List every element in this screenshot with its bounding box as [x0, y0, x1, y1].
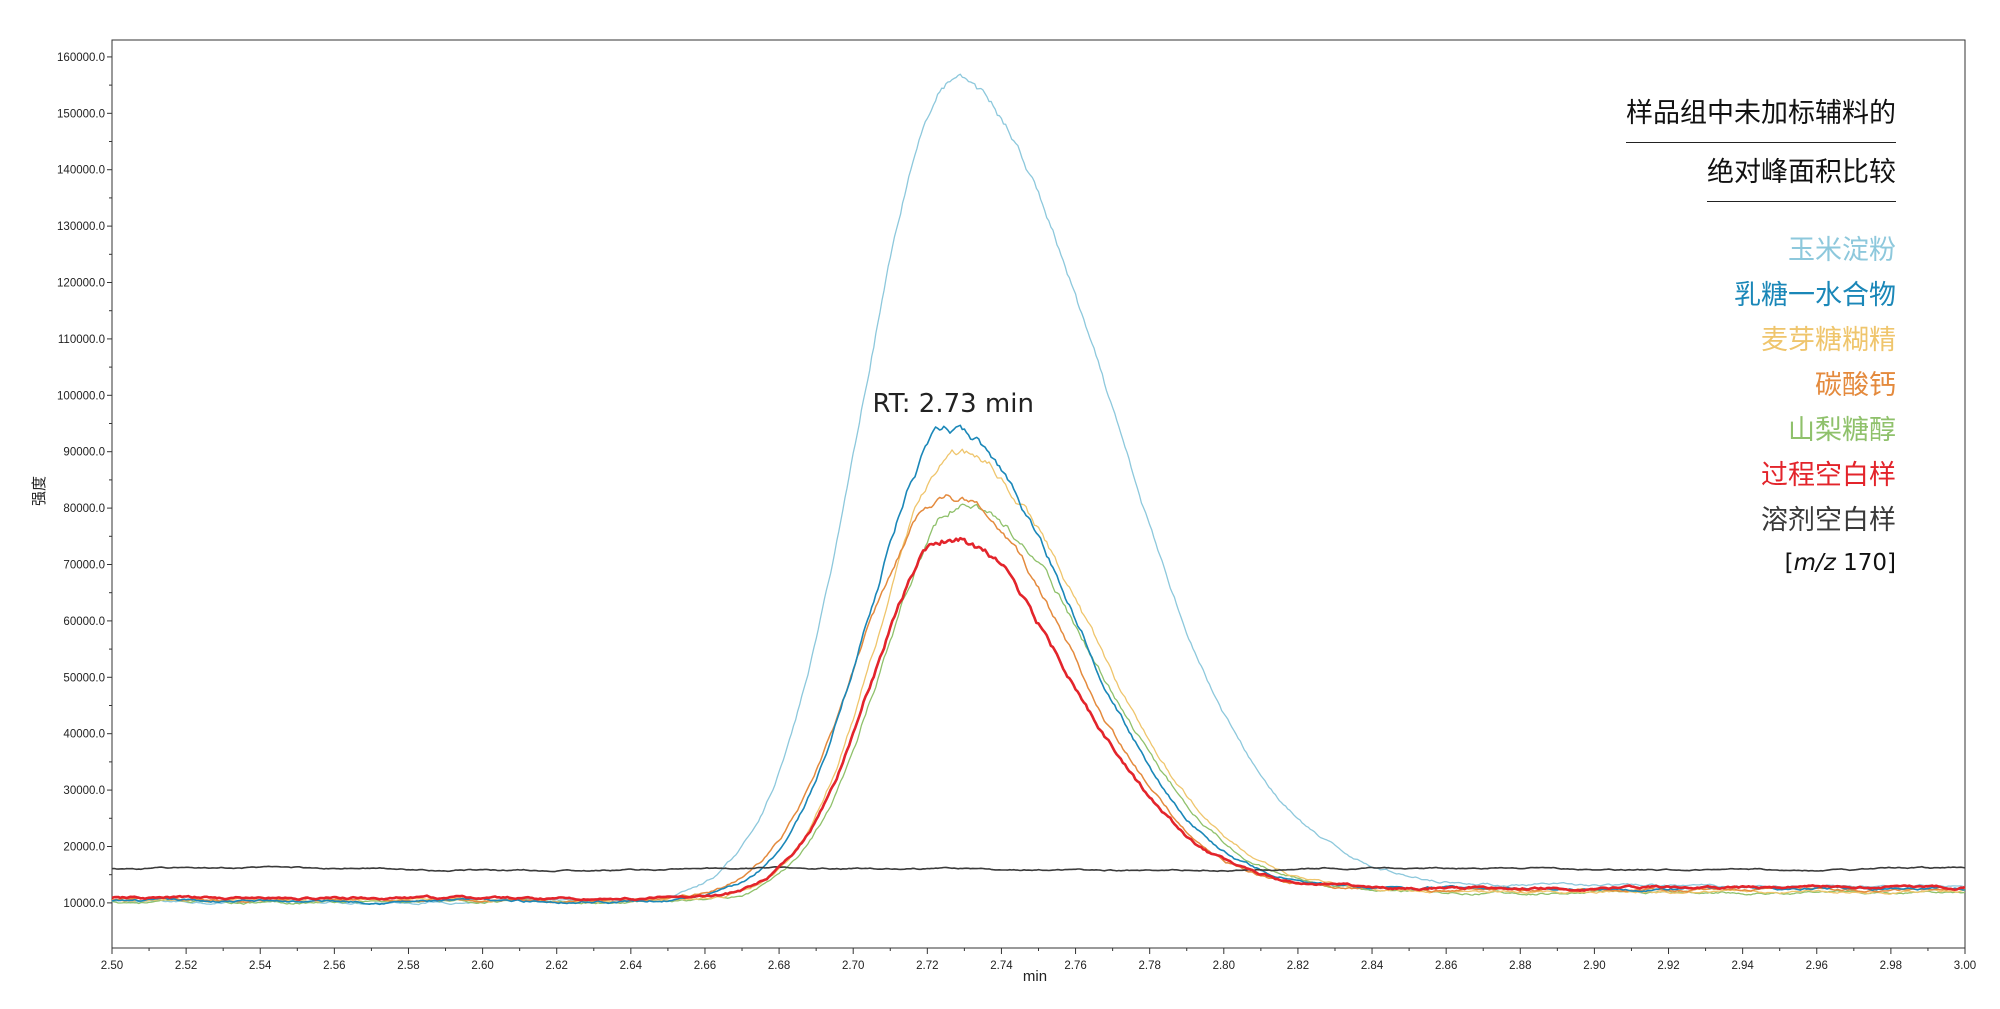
legend-entry: 过程空白样	[1761, 460, 1896, 491]
legend-title-line-2: 绝对峰面积比较	[1707, 155, 1896, 202]
x-tick-label: 2.84	[1361, 960, 1384, 972]
y-tick-label: 110000.0	[58, 334, 105, 346]
legend-entry: 碳酸钙	[1815, 370, 1896, 401]
x-tick-label: 2.98	[1880, 960, 1902, 972]
x-tick-label: 3.00	[1954, 960, 1976, 972]
x-tick-label: 2.90	[1583, 960, 1605, 972]
x-tick-label: 2.58	[397, 960, 419, 972]
y-tick-label: 50000.0	[63, 672, 105, 684]
x-tick-label: 2.78	[1138, 960, 1160, 972]
series-layer	[111, 73, 1966, 906]
x-tick-label: 2.50	[101, 960, 123, 972]
x-tick-label: 2.80	[1213, 960, 1235, 972]
legend-title-line-1: 样品组中未加标辅料的	[1626, 96, 1896, 143]
y-tick-label: 10000.0	[63, 898, 105, 910]
x-tick-label: 2.92	[1657, 960, 1679, 972]
x-tick-label: 2.88	[1509, 960, 1531, 972]
y-tick-label: 160000.0	[57, 52, 105, 64]
x-tick-label: 2.86	[1435, 960, 1457, 972]
legend-entries: 玉米淀粉 乳糖一水合物 麦芽糖糊精 碳酸钙 山梨糖醇 过程空白样 溶剂空白样	[1626, 228, 1896, 543]
y-tick-label: 100000.0	[57, 390, 105, 402]
x-tick-label: 2.82	[1287, 960, 1309, 972]
series-line	[111, 503, 1966, 905]
legend-entry: 乳糖一水合物	[1734, 280, 1896, 311]
x-tick-label: 2.72	[916, 960, 938, 972]
x-tick-label: 2.76	[1064, 960, 1086, 972]
x-tick-label: 2.52	[175, 960, 197, 972]
series-line	[111, 424, 1965, 906]
mass-to-charge-note: [m/z 170]	[1784, 550, 1896, 576]
y-tick-label: 90000.0	[63, 447, 105, 459]
y-axis: 10000.0 20000.0 30000.0 40000.0 50000.0 60000…	[57, 52, 112, 910]
y-tick-label: 120000.0	[57, 278, 105, 290]
legend-entry: 麦芽糖糊精	[1761, 325, 1896, 356]
x-tick-label: 2.56	[323, 960, 345, 972]
retention-time-annotation: RT: 2.73 min	[873, 389, 1034, 419]
legend-entry: 玉米淀粉	[1788, 235, 1896, 266]
x-tick-label: 2.64	[620, 960, 643, 972]
series-line	[111, 536, 1966, 902]
x-tick-label: 2.62	[546, 960, 568, 972]
y-tick-label: 130000.0	[57, 221, 105, 233]
y-tick-label: 40000.0	[63, 729, 105, 741]
x-tick-label: 2.74	[990, 960, 1013, 972]
legend: 样品组中未加标辅料的 绝对峰面积比较 玉米淀粉 乳糖一水合物 麦芽糖糊精 碳酸钙…	[1626, 96, 1896, 583]
y-tick-label: 80000.0	[63, 503, 105, 515]
y-tick-label: 150000.0	[57, 108, 105, 120]
series-line	[111, 865, 1966, 873]
x-tick-label: 2.96	[1806, 960, 1828, 972]
x-tick-label: 2.70	[842, 960, 864, 972]
x-tick-label: 2.66	[694, 960, 716, 972]
y-tick-label: 20000.0	[63, 841, 105, 853]
x-tick-label: 2.60	[471, 960, 493, 972]
x-tick-label: 2.94	[1731, 960, 1754, 972]
x-tick-label: 2.54	[249, 960, 272, 972]
legend-entry: 溶剂空白样	[1761, 505, 1896, 536]
x-tick-label: 2.68	[768, 960, 790, 972]
y-tick-label: 140000.0	[57, 165, 105, 177]
legend-entry: 山梨糖醇	[1788, 415, 1896, 446]
x-axis: 2.50 2.52 2.54 2.56 2.58 2.60 2.62 2.64 2.66 2.68…	[101, 948, 1976, 972]
y-tick-label: 60000.0	[63, 616, 105, 628]
x-axis-title: min	[1023, 968, 1047, 985]
y-tick-label: 30000.0	[63, 785, 105, 797]
y-tick-label: 70000.0	[63, 559, 105, 571]
y-axis-title: 强度	[31, 476, 48, 506]
series-line	[111, 448, 1965, 904]
